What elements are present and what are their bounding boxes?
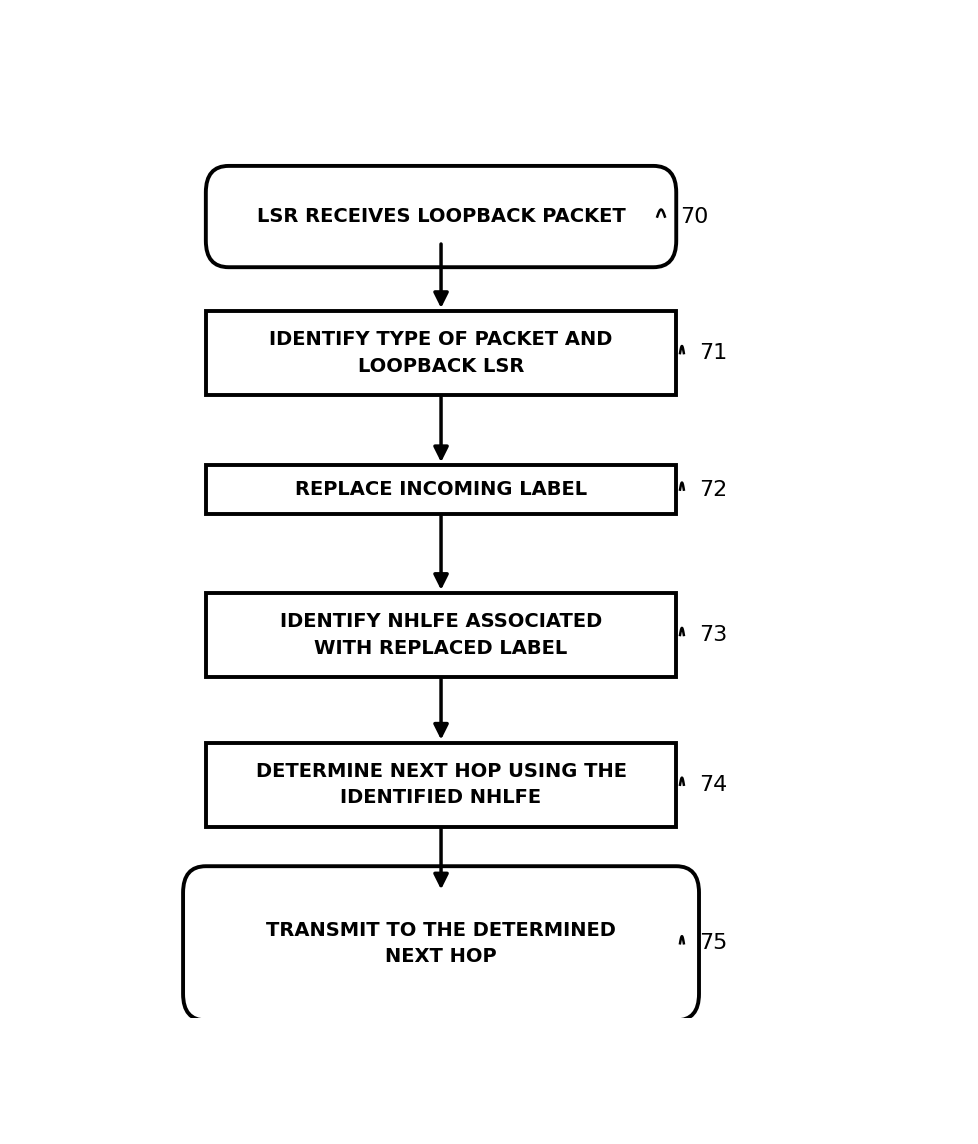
FancyBboxPatch shape xyxy=(205,742,676,827)
Text: LSR RECEIVES LOOPBACK PACKET: LSR RECEIVES LOOPBACK PACKET xyxy=(256,207,625,227)
Text: REPLACE INCOMING LABEL: REPLACE INCOMING LABEL xyxy=(294,480,587,499)
FancyBboxPatch shape xyxy=(205,311,676,395)
Text: 75: 75 xyxy=(698,934,727,953)
Text: TRANSMIT TO THE DETERMINED
NEXT HOP: TRANSMIT TO THE DETERMINED NEXT HOP xyxy=(266,921,615,966)
Text: 74: 74 xyxy=(698,774,727,795)
Text: IDENTIFY TYPE OF PACKET AND
LOOPBACK LSR: IDENTIFY TYPE OF PACKET AND LOOPBACK LSR xyxy=(269,331,612,376)
FancyBboxPatch shape xyxy=(205,166,676,268)
FancyBboxPatch shape xyxy=(205,466,676,514)
Text: IDENTIFY NHLFE ASSOCIATED
WITH REPLACED LABEL: IDENTIFY NHLFE ASSOCIATED WITH REPLACED … xyxy=(280,612,601,658)
Text: 70: 70 xyxy=(680,207,708,227)
Text: 72: 72 xyxy=(698,479,727,500)
Text: DETERMINE NEXT HOP USING THE
IDENTIFIED NHLFE: DETERMINE NEXT HOP USING THE IDENTIFIED … xyxy=(255,762,626,808)
FancyBboxPatch shape xyxy=(205,593,676,677)
Text: 71: 71 xyxy=(698,343,727,363)
FancyBboxPatch shape xyxy=(183,866,698,1020)
Text: 73: 73 xyxy=(698,625,727,645)
